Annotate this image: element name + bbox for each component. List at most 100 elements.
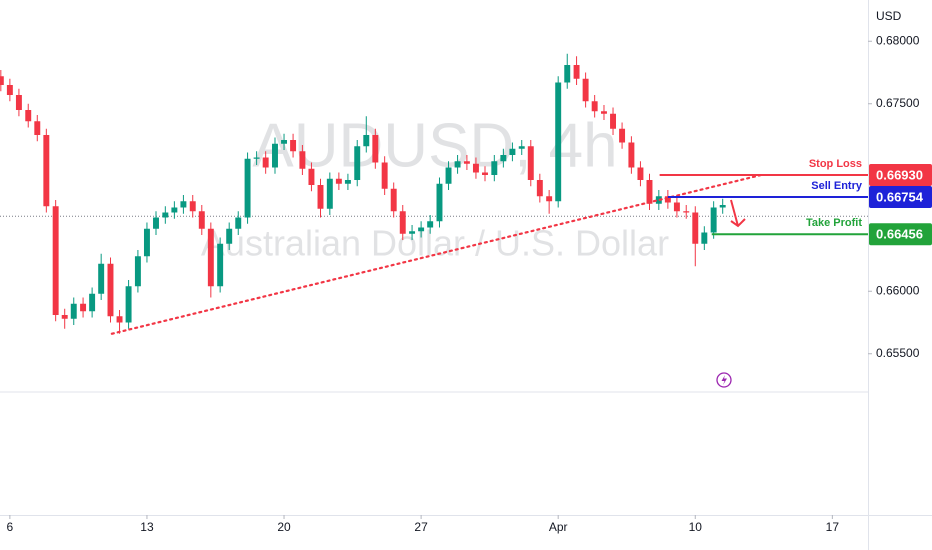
candle-body [619, 128, 626, 143]
candle-body [390, 188, 397, 212]
candle-body [637, 167, 644, 180]
candle-body [363, 135, 370, 147]
candle-body [326, 178, 333, 209]
x-tick-label: 6 [7, 520, 14, 534]
candle-body [143, 228, 150, 257]
x-tick-label: 17 [826, 520, 840, 534]
plot [0, 53, 868, 335]
candle-body [52, 206, 59, 315]
candle-body [162, 212, 169, 218]
candle-body [198, 211, 205, 229]
candle-body [555, 82, 562, 202]
candle-body [98, 263, 105, 294]
candle-body [527, 146, 534, 180]
candle-body [673, 202, 680, 212]
arrow [730, 199, 746, 228]
candle-body [34, 121, 41, 135]
level-name: Sell Entry [811, 180, 863, 192]
candle-body [281, 140, 288, 144]
candle-body [564, 65, 571, 83]
candle-body [573, 65, 580, 79]
x-tick-label: Apr [549, 520, 568, 534]
y-tick-label: 0.68000 [876, 33, 920, 47]
price-tag-label: 0.66456 [876, 227, 923, 242]
candle-body [500, 155, 507, 162]
candle-body [482, 172, 488, 175]
candle-body [25, 110, 32, 122]
candle-body [6, 85, 13, 95]
candle-body [664, 196, 671, 203]
candle-body [125, 286, 132, 323]
candle-body [153, 217, 159, 229]
x-tick-label: 10 [689, 520, 703, 534]
price-tag [869, 223, 932, 246]
candle-body [610, 113, 616, 129]
candle-body [15, 95, 22, 110]
candle-body [445, 167, 452, 184]
candle-body [43, 135, 50, 207]
candle-body [308, 168, 315, 185]
candle-body [591, 101, 598, 112]
candle-body [80, 303, 87, 312]
y-tick-label: 0.67500 [876, 96, 920, 110]
level-name: Take Profit [806, 217, 862, 229]
y-tick-label: 0.66000 [876, 283, 920, 297]
candle-body [134, 256, 141, 287]
candle-body [180, 201, 187, 208]
price-tag-label: 0.66754 [876, 189, 924, 204]
event-icon[interactable] [716, 372, 732, 388]
candle-body [418, 227, 425, 232]
watermark-subtitle: Australian Dollar / U.S. Dollar [201, 223, 669, 264]
level-name: Stop Loss [809, 158, 862, 170]
candle-body [171, 207, 178, 213]
watermark-title: AUDUSD, 4h [252, 111, 617, 180]
candle-body [354, 146, 361, 180]
y-tick-label: 0.65500 [876, 346, 920, 360]
event-icon-bolt [721, 375, 727, 385]
y-axis-label: USD [876, 9, 902, 23]
candle-body [601, 111, 607, 114]
candle-body [70, 303, 77, 319]
candle-body [454, 161, 461, 168]
candle-body [189, 201, 196, 212]
candle-body [299, 151, 306, 169]
candle-body [582, 78, 589, 102]
candle-body [107, 263, 114, 317]
candle-body [0, 76, 4, 85]
candle-body [235, 217, 242, 229]
candle-body [646, 180, 653, 204]
candle-body [290, 140, 297, 152]
candle-body [472, 163, 479, 173]
candle-body [491, 161, 498, 175]
candle-body [436, 183, 443, 222]
candle-body [272, 143, 278, 168]
candle-body [692, 212, 699, 244]
candle-body [628, 142, 635, 168]
candle-body [253, 157, 260, 159]
price-tag [869, 186, 932, 208]
candle-body [381, 162, 388, 189]
candle-body [701, 232, 708, 244]
x-tick-label: 20 [277, 520, 291, 534]
candle-body [217, 243, 224, 287]
candle-body [89, 293, 96, 312]
candle-body [262, 157, 269, 168]
candle-body [463, 161, 470, 164]
candle-body [317, 185, 324, 209]
price-tag-label: 0.66930 [876, 167, 923, 182]
candle-body [710, 207, 717, 233]
candle-body [509, 148, 516, 155]
price-tag [869, 164, 932, 186]
candle-body [536, 180, 543, 197]
candle-body [61, 315, 68, 319]
candle-body [719, 205, 726, 208]
candle-body [546, 196, 553, 202]
candle-body [683, 211, 690, 213]
candle-body [372, 135, 379, 163]
candle-body [226, 228, 233, 244]
candle-body [518, 146, 525, 149]
candle-body [427, 221, 434, 228]
candle-body [409, 231, 416, 234]
